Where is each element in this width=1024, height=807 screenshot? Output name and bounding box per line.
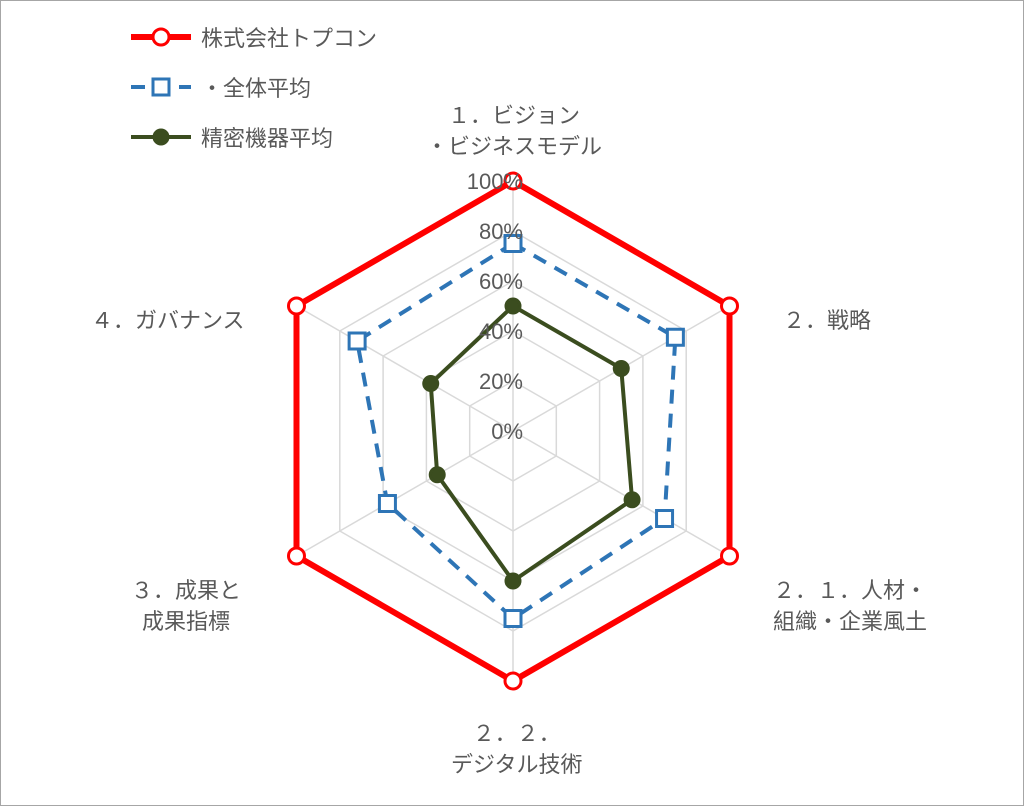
legend-label-0: 株式会社トプコン (201, 21, 377, 53)
axis-label-4: ３．成果と 成果指標 (131, 576, 241, 638)
legend-swatch-0 (131, 27, 191, 47)
legend-swatch-1 (131, 77, 191, 97)
tick-label-0: 0% (443, 419, 523, 445)
axis-label-0: １．ビジョン ・ビジネスモデル (426, 101, 602, 163)
axis-label-5: ４．ガバナンス (91, 306, 245, 337)
legend-item-2: 精密機器平均 (131, 121, 377, 153)
legend-item-1: ・全体平均 (131, 71, 377, 103)
tick-label-1: 20% (443, 369, 523, 395)
legend-swatch-2 (131, 127, 191, 147)
tick-label-3: 60% (443, 269, 523, 295)
axis-label-2: ２．１．人材・ 組織・企業風土 (773, 576, 927, 638)
radar-chart: １．ビジョン ・ビジネスモデル ２．戦略 ２．１．人材・ 組織・企業風土 ２．２… (0, 0, 1024, 806)
legend-label-1: ・全体平均 (201, 71, 311, 103)
legend-label-2: 精密機器平均 (201, 121, 333, 153)
tick-label-4: 80% (443, 219, 523, 245)
legend-item-0: 株式会社トプコン (131, 21, 377, 53)
tick-label-2: 40% (443, 319, 523, 345)
axis-label-3: ２．２． デジタル技術 (451, 719, 583, 781)
tick-label-5: 100% (443, 169, 523, 195)
legend: 株式会社トプコン ・全体平均 精密機器平均 (131, 21, 377, 171)
axis-label-1: ２．戦略 (783, 306, 871, 337)
